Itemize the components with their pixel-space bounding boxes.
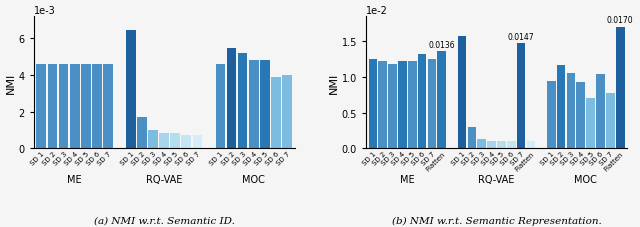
Bar — [81, 65, 91, 149]
Text: MOC: MOC — [243, 174, 265, 184]
Text: (a) NMI w.r.t. Semantic ID.: (a) NMI w.r.t. Semantic ID. — [93, 216, 235, 225]
Bar — [260, 61, 269, 149]
Bar — [388, 65, 397, 149]
Bar — [282, 76, 292, 149]
Bar — [566, 74, 575, 149]
Y-axis label: NMI: NMI — [6, 72, 15, 94]
Y-axis label: NMI: NMI — [329, 72, 339, 94]
Bar — [596, 75, 605, 149]
Bar — [606, 93, 614, 149]
Bar — [507, 142, 516, 149]
Text: RQ-VAE: RQ-VAE — [146, 174, 182, 184]
Bar — [437, 52, 446, 149]
Bar — [458, 37, 467, 149]
Text: 0.0136: 0.0136 — [428, 40, 455, 49]
Bar — [137, 118, 147, 149]
Bar — [216, 65, 225, 149]
Bar — [249, 61, 259, 149]
Bar — [398, 61, 406, 149]
Text: ME: ME — [400, 174, 415, 184]
Bar — [59, 65, 68, 149]
Bar — [428, 60, 436, 149]
Bar — [148, 130, 158, 149]
Bar — [547, 81, 556, 149]
Text: ME: ME — [67, 174, 82, 184]
Bar — [527, 141, 535, 149]
Bar — [477, 140, 486, 149]
Bar — [159, 134, 169, 149]
Text: 1e-3: 1e-3 — [34, 6, 56, 16]
Bar — [237, 54, 248, 149]
Bar — [92, 65, 102, 149]
Text: 0.0147: 0.0147 — [508, 33, 534, 42]
Bar — [487, 141, 496, 149]
Bar — [468, 127, 476, 149]
Bar — [182, 136, 191, 149]
Bar — [47, 65, 58, 149]
Text: 0.0170: 0.0170 — [607, 16, 634, 25]
Bar — [170, 134, 180, 149]
Bar — [378, 62, 387, 149]
Text: (b) NMI w.r.t. Semantic Representation.: (b) NMI w.r.t. Semantic Representation. — [392, 216, 602, 225]
Bar — [103, 65, 113, 149]
Bar — [497, 141, 506, 149]
Bar — [70, 65, 79, 149]
Text: 1e-2: 1e-2 — [366, 6, 388, 16]
Bar — [408, 61, 417, 149]
Bar — [369, 60, 377, 149]
Bar — [227, 49, 236, 149]
Bar — [577, 83, 585, 149]
Bar — [193, 136, 202, 149]
Bar — [516, 44, 525, 149]
Bar — [126, 31, 136, 149]
Bar — [271, 78, 281, 149]
Bar — [557, 66, 566, 149]
Bar — [36, 65, 46, 149]
Text: RQ-VAE: RQ-VAE — [478, 174, 515, 184]
Bar — [616, 28, 625, 149]
Bar — [418, 55, 426, 149]
Text: MOC: MOC — [574, 174, 597, 184]
Bar — [586, 99, 595, 149]
